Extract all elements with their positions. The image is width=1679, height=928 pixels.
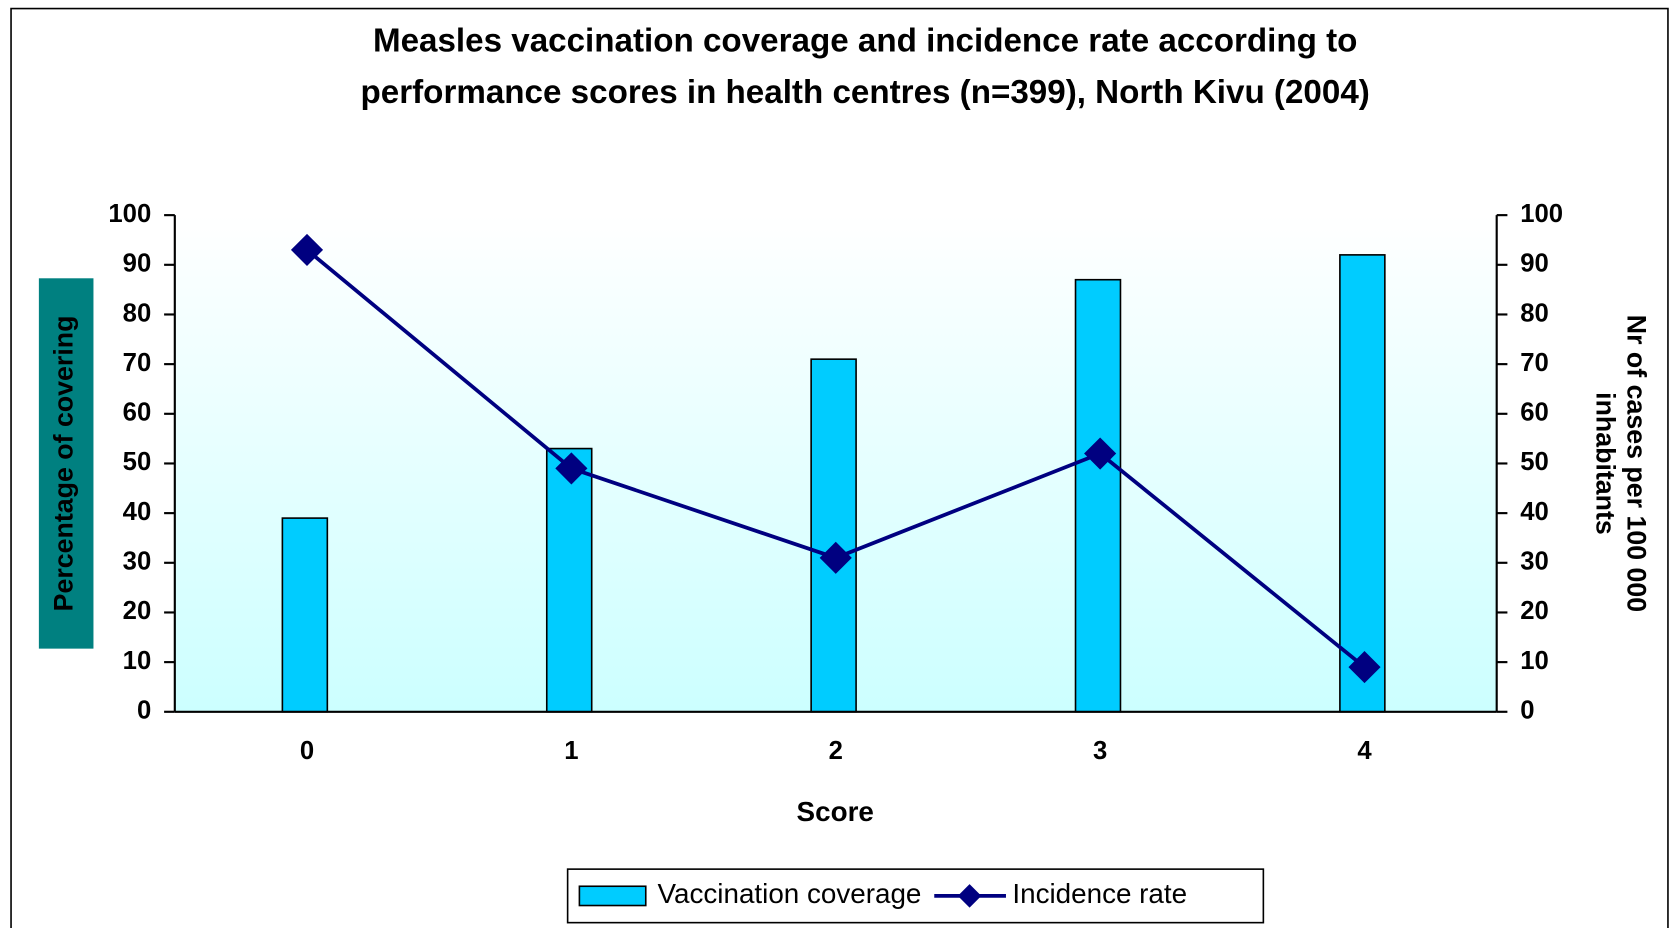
line-marker — [555, 452, 588, 485]
y2-tick-label: 30 — [1520, 548, 1549, 576]
y2-tick-label: 0 — [1520, 697, 1534, 725]
bar — [1074, 278, 1122, 713]
y2-tick-label: 50 — [1520, 448, 1549, 476]
y-tick-label: 40 — [123, 498, 152, 526]
y2-axis-label: inhabitants — [1591, 392, 1621, 535]
y-axis-label-box — [38, 278, 94, 649]
bar — [810, 358, 857, 713]
y-tick-label: 50 — [123, 448, 152, 476]
legend-label: Vaccination coverage — [658, 878, 922, 909]
bar — [281, 517, 329, 713]
y-axis-label: Percentage of covering — [49, 316, 79, 612]
x-tick-label: 2 — [829, 737, 843, 765]
line-marker — [819, 541, 852, 574]
y-tick-label: 0 — [137, 697, 151, 725]
y2-tick-label: 100 — [1520, 200, 1563, 228]
y2-tick-label: 20 — [1520, 597, 1549, 625]
y2-tick-label: 70 — [1520, 349, 1549, 377]
line-marker — [1084, 437, 1117, 470]
bar — [545, 447, 593, 713]
line-marker — [290, 233, 324, 266]
x-tick-label: 1 — [564, 737, 578, 765]
y-tick-label: 90 — [123, 250, 152, 278]
x-tick-label: 3 — [1093, 737, 1107, 765]
y2-tick-label: 40 — [1520, 498, 1549, 526]
chart-title: Measles vaccination coverage and inciden… — [373, 23, 1357, 60]
x-tick-label: 4 — [1357, 737, 1372, 765]
y2-tick-label: 90 — [1520, 250, 1549, 278]
y2-tick-label: 10 — [1520, 647, 1549, 675]
bar — [1339, 254, 1386, 713]
chart-title: performance scores in health centres (n=… — [361, 74, 1370, 111]
legend-swatch-marker — [957, 884, 982, 908]
legend-swatch — [578, 885, 647, 907]
y-tick-label: 70 — [123, 349, 152, 377]
y-tick-label: 80 — [123, 299, 152, 327]
y2-axis-label: Nr of cases per 100 000 — [1622, 315, 1652, 612]
y-tick-label: 10 — [123, 647, 152, 675]
y-tick-label: 100 — [108, 200, 151, 228]
x-tick-label: 0 — [300, 737, 314, 765]
y-tick-label: 20 — [123, 597, 152, 625]
chart-border — [10, 7, 1669, 928]
legend — [566, 868, 1265, 924]
line-marker — [1348, 651, 1381, 684]
y2-tick-label: 60 — [1520, 399, 1549, 427]
x-axis-label: Score — [797, 796, 874, 827]
y-tick-label: 60 — [123, 399, 152, 427]
legend-label: Incidence rate — [1012, 878, 1187, 909]
y2-tick-label: 80 — [1520, 299, 1549, 327]
y-tick-label: 30 — [123, 548, 152, 576]
